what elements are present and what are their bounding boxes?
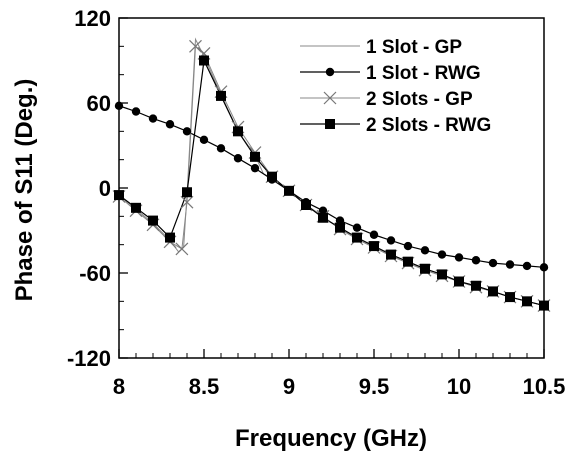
square-marker xyxy=(369,241,379,252)
x-tick-label: 8 xyxy=(113,374,125,399)
square-marker xyxy=(488,286,498,297)
x-tick-label: 9.5 xyxy=(359,374,390,399)
circle-marker xyxy=(131,107,141,116)
square-marker xyxy=(284,185,294,196)
circle-marker xyxy=(216,144,226,153)
legend-entry: 2 Slots - RWG xyxy=(300,115,491,136)
square-marker xyxy=(420,263,430,274)
legend-entry: 1 Slot - RWG xyxy=(300,63,481,84)
circle-marker xyxy=(199,135,209,145)
legend-label: 2 Slots - RWG xyxy=(366,115,491,136)
x-marker xyxy=(175,242,189,256)
square-marker xyxy=(216,90,226,101)
circle-marker xyxy=(420,246,430,255)
circle-marker xyxy=(539,263,549,272)
square-marker xyxy=(267,171,277,182)
series-markers xyxy=(112,39,551,313)
circle-marker xyxy=(114,101,124,111)
x-tick-label: 9 xyxy=(283,374,295,399)
circle-marker xyxy=(250,163,260,173)
x-marker xyxy=(189,39,202,53)
square-marker xyxy=(539,300,549,311)
square-marker xyxy=(182,187,192,198)
square-marker xyxy=(471,280,481,291)
square-marker xyxy=(233,126,243,137)
x-tick-label: 8.5 xyxy=(189,374,220,399)
square-marker xyxy=(165,232,175,243)
circle-marker xyxy=(386,236,396,245)
square-marker xyxy=(454,276,464,287)
x-marker xyxy=(180,195,194,209)
legend-x-marker xyxy=(323,91,337,105)
circle-marker xyxy=(488,258,498,268)
square-marker xyxy=(335,222,345,233)
square-marker xyxy=(250,151,260,162)
circle-marker xyxy=(403,241,413,251)
legend-label: 1 Slot - RWG xyxy=(366,63,481,84)
legend-entry: 2 Slots - GP xyxy=(300,89,473,110)
circle-marker xyxy=(233,154,243,163)
square-marker xyxy=(301,200,311,210)
circle-marker xyxy=(454,253,464,262)
x-tick-label: 10 xyxy=(447,374,471,399)
x-tick-label: 10.5 xyxy=(523,374,566,399)
y-tick-label: -60 xyxy=(79,261,111,286)
circle-marker xyxy=(471,256,481,265)
y-axis-label: Phase of S11 (Deg.) xyxy=(11,79,38,302)
square-marker xyxy=(522,296,532,307)
series-line-3 xyxy=(118,45,545,307)
legend: 1 Slot - GP 1 Slot - RWG 2 Slots - GP 2 Slo… xyxy=(300,37,491,136)
square-marker xyxy=(148,215,158,226)
square-marker xyxy=(131,202,141,213)
y-tick-label: -120 xyxy=(67,346,111,371)
y-tick-label: 60 xyxy=(87,91,111,116)
circle-marker xyxy=(352,223,362,232)
square-marker xyxy=(318,212,328,223)
y-tick-label: 120 xyxy=(74,6,111,31)
series-markers-3 xyxy=(112,39,551,313)
legend-square-marker xyxy=(325,119,335,129)
circle-marker xyxy=(165,120,175,129)
y-tick-label: 0 xyxy=(99,176,111,201)
square-marker xyxy=(199,55,209,66)
legend-entry: 1 Slot - GP xyxy=(300,37,462,58)
circle-marker xyxy=(437,250,447,259)
legend-label: 2 Slots - GP xyxy=(366,89,473,110)
legend-label: 1 Slot - GP xyxy=(366,37,462,58)
circle-marker xyxy=(505,260,515,269)
circle-marker xyxy=(182,127,192,136)
circle-marker xyxy=(522,261,532,271)
series-markers-4 xyxy=(114,55,549,311)
square-marker xyxy=(114,190,124,201)
square-marker xyxy=(505,292,515,303)
x-axis-label: Frequency (GHz) xyxy=(235,425,427,452)
square-marker xyxy=(437,269,447,280)
circle-marker xyxy=(148,114,158,123)
square-marker xyxy=(403,256,413,267)
square-marker xyxy=(352,232,362,243)
axis-ticks: 8 8.5 9 9.5 10 10.5 120 60 0 -60 -120 xyxy=(67,6,565,399)
circle-marker xyxy=(369,230,379,239)
square-marker xyxy=(386,249,396,260)
legend-circle-marker xyxy=(325,67,335,77)
